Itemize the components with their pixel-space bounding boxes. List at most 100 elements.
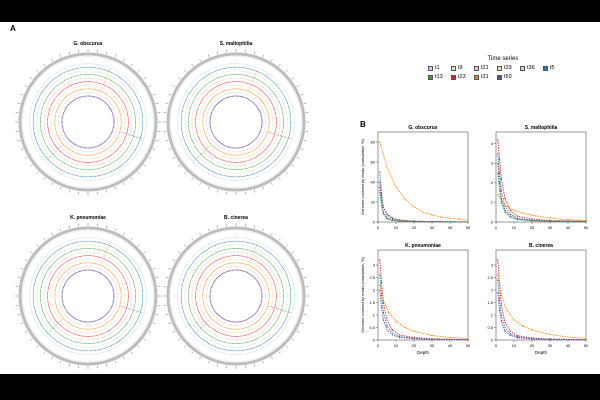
tick-mark <box>114 360 117 364</box>
legend-item-t1: t1 <box>428 65 451 71</box>
data-point <box>467 337 469 340</box>
coverage-track <box>184 70 288 174</box>
tick-mark <box>105 363 108 367</box>
x-tick-label: 10 <box>512 343 517 348</box>
legend-swatch <box>520 65 525 71</box>
x-tick-label: 20 <box>412 343 417 348</box>
tick-mark <box>152 267 156 270</box>
tick-mark <box>137 70 140 73</box>
coverage-track <box>36 244 140 348</box>
tick-mark <box>291 77 295 80</box>
y-tick-label: 20 <box>371 199 376 204</box>
tick-mark <box>285 171 288 174</box>
legend-swatch <box>497 65 502 71</box>
tick-mark <box>184 345 187 348</box>
coverage-track <box>36 70 140 174</box>
legend-item-t50: t50 <box>497 74 520 80</box>
data-point <box>386 329 388 331</box>
tick-mark <box>137 244 140 247</box>
tick-mark <box>155 313 159 316</box>
data-point <box>379 259 381 261</box>
data-point <box>500 201 502 204</box>
y-tick-label: 80 <box>371 139 376 144</box>
data-point <box>549 338 551 341</box>
legend-label: t29 <box>504 65 512 71</box>
data-point <box>386 218 388 220</box>
data-point <box>499 172 501 174</box>
tick-mark <box>17 276 21 279</box>
figure-panel: A B G. obscurus S. maltophilia K. pneumoni… <box>0 22 600 374</box>
y-tick-label: 0 <box>491 337 494 342</box>
data-point <box>413 330 415 332</box>
tick-mark <box>20 322 24 325</box>
y-tick-label: 0.5 <box>369 325 375 330</box>
tick-mark <box>285 70 288 73</box>
x-tick-label: 30 <box>430 343 435 348</box>
coverage-spike <box>100 68 111 91</box>
tick-mark <box>168 267 172 270</box>
legend-label: t5 <box>550 65 555 71</box>
data-point <box>517 219 519 221</box>
plot-frame <box>377 249 469 341</box>
data-point <box>504 326 506 329</box>
ideogram-ring <box>18 226 158 366</box>
data-point <box>379 284 381 286</box>
tick-mark <box>199 232 202 236</box>
tick-mark <box>155 139 159 142</box>
tick-mark <box>253 51 256 55</box>
tick-mark <box>300 93 304 96</box>
plot-frame <box>495 249 587 341</box>
tick-mark <box>155 276 159 279</box>
data-point <box>386 319 388 321</box>
tick-mark <box>168 93 172 96</box>
data-point <box>391 218 393 220</box>
x-tick-label: 10 <box>394 343 399 348</box>
coverage-spike <box>248 327 259 354</box>
data-point <box>497 274 499 276</box>
data-point <box>467 339 469 341</box>
tick-mark <box>43 177 46 181</box>
data-point <box>467 221 469 223</box>
tick-mark <box>122 58 125 62</box>
y-tick-label: 1.5 <box>369 300 375 305</box>
y-tick-label: 2.5 <box>487 275 493 280</box>
data-point <box>399 220 401 222</box>
ideogram-inner-ring <box>22 230 154 362</box>
y-tick-label: 2 <box>373 287 376 292</box>
tick-mark <box>303 139 307 142</box>
data-point <box>399 334 401 336</box>
tick-mark <box>300 148 304 151</box>
data-point <box>381 281 383 284</box>
circos-title: B. cinerea <box>224 215 248 221</box>
data-point <box>504 321 506 324</box>
data-point <box>440 216 442 218</box>
y-tick-label: 0 <box>491 219 494 224</box>
tick-mark <box>143 251 147 254</box>
tick-mark <box>36 70 39 73</box>
data-point <box>379 186 381 188</box>
coverage-track <box>202 88 270 156</box>
x-tick-label: 40 <box>448 225 453 230</box>
tick-mark <box>199 58 202 62</box>
series-line-1 <box>497 274 587 339</box>
data-point <box>431 338 433 341</box>
coverage-spike <box>248 153 259 180</box>
tick-mark <box>20 148 24 151</box>
x-tick-label: 40 <box>566 225 571 230</box>
data-point <box>513 209 515 211</box>
coverage-spike <box>100 153 111 180</box>
x-tick-label: 0 <box>495 343 498 348</box>
legend-label: t9 <box>458 65 463 71</box>
coverage-spike <box>193 318 212 336</box>
legend-item-t5: t5 <box>543 65 566 71</box>
circos-plot-0: G. obscurus <box>15 41 161 195</box>
data-point <box>449 336 451 339</box>
x-tick-label: 10 <box>394 225 399 230</box>
chart-title: B. cinerea <box>529 243 553 249</box>
y-tick-label: 3 <box>491 262 494 267</box>
data-point <box>497 172 499 174</box>
coverage-track <box>177 237 295 355</box>
tick-mark <box>165 276 169 279</box>
x-tick-label: 40 <box>566 343 571 348</box>
